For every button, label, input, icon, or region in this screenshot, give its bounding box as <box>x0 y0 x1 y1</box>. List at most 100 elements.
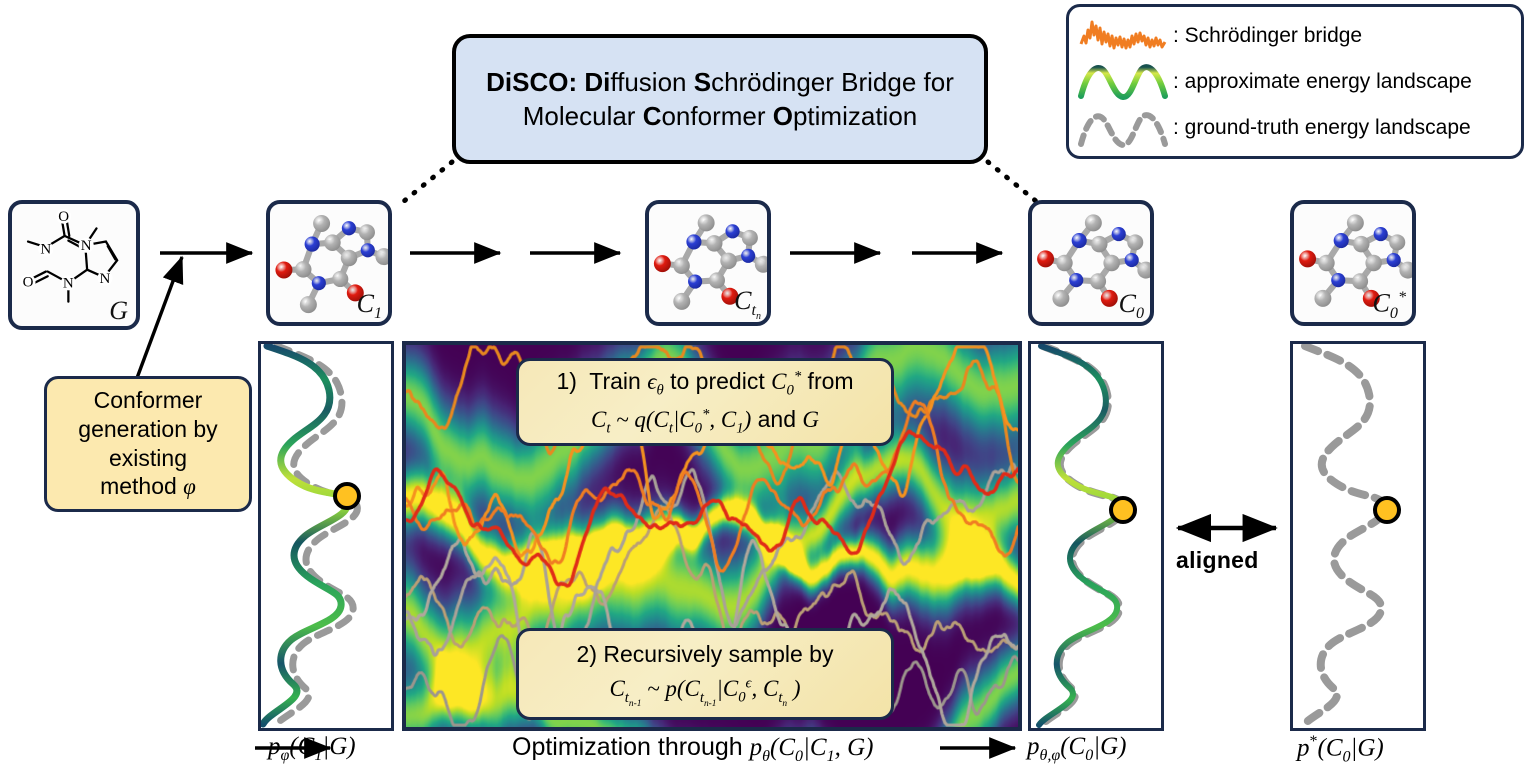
atom-n <box>725 224 740 239</box>
atom-n <box>341 221 356 236</box>
landscape-phi-svg <box>261 344 361 728</box>
atom-o <box>721 287 739 305</box>
atom-o <box>653 255 671 273</box>
step-2-callout: 2) Recursively sample by Ctn-1 ~ p(Ctn-1… <box>516 628 894 720</box>
atom-n <box>1373 227 1388 242</box>
callout-line-2: generation by <box>78 415 218 442</box>
atom-o <box>1362 289 1380 307</box>
step-1-text: 1) Train ϵθ to predict C0* from Ct ~ q(C… <box>556 368 854 437</box>
conformer-generation-callout: Conformer generation by existing method … <box>44 376 252 512</box>
atom-c <box>299 296 317 314</box>
caption-p-star: p*(C0|G) <box>1297 733 1384 766</box>
conformer-ctn-box: Ctn <box>645 200 771 326</box>
landscape-star-svg <box>1299 344 1401 728</box>
legend-item-approx: : approximate energy landscape <box>1078 59 1511 105</box>
atom-c <box>1090 273 1107 290</box>
atom-c <box>1318 254 1335 272</box>
gray-dashed-wave-icon <box>1078 112 1168 148</box>
step-2-label: Recursively sample by <box>603 640 834 667</box>
atom-c <box>720 252 737 270</box>
atom-o <box>1299 250 1317 268</box>
atom-o <box>1037 250 1055 268</box>
atom-c <box>673 292 691 310</box>
caffeine-3d-conformer-icon <box>653 214 767 310</box>
approximate-curve <box>1036 344 1125 728</box>
graph-box: O O N N N N G <box>8 200 140 330</box>
caffeine-3d-conformer-icon <box>1037 214 1150 307</box>
atom-c <box>340 249 358 267</box>
atom-o <box>275 261 293 279</box>
atom-c <box>1365 254 1382 272</box>
atom-c <box>375 248 388 266</box>
caption-p-theta-phi: pθ,φ(C0|G) <box>1027 733 1127 764</box>
conformer-c0-box: C0 <box>1028 200 1154 326</box>
atom-n <box>1331 273 1346 288</box>
atom-n <box>360 243 375 258</box>
atom-c <box>1399 261 1412 279</box>
arrow-callout-to-flow <box>135 255 184 379</box>
atom-c <box>1052 289 1070 307</box>
legend-item-groundtruth: : ground-truth energy landscape <box>1078 105 1511 151</box>
caffeine-2d-structure-icon: O O N N N N <box>20 208 119 303</box>
ground-truth-curve <box>271 344 361 728</box>
atom-n <box>741 248 756 263</box>
atom-o <box>346 284 364 302</box>
landscape-panel-theta-phi <box>1028 341 1164 731</box>
conformer-marker-c0 <box>1109 496 1137 524</box>
landscape-theta-svg <box>1036 344 1137 728</box>
atom-c <box>1091 235 1108 253</box>
svg-text:N: N <box>100 271 111 287</box>
atom-c <box>324 234 341 251</box>
atom-c <box>1346 214 1364 232</box>
legend-label-bridge: : Schrödinger bridge <box>1173 24 1363 47</box>
step-2-number: 2) <box>576 640 597 667</box>
atom-c <box>332 271 349 288</box>
orange-jagged-line-icon <box>1079 20 1167 50</box>
step-1-pre: Train <box>589 368 648 395</box>
ground-truth-curve <box>1299 344 1390 728</box>
legend-label-groundtruth: : ground-truth energy landscape <box>1173 116 1471 139</box>
atom-c <box>1352 273 1369 290</box>
legend-item-bridge: : Schrödinger bridge <box>1079 13 1511 59</box>
atom-c <box>1127 234 1144 251</box>
conformer-generation-text: Conformer generation by existing method … <box>78 386 217 502</box>
conformer-marker-c1 <box>333 482 361 510</box>
legend-label-approx: : approximate energy landscape <box>1173 70 1472 93</box>
caption-p-phi: pφ(C1|G) <box>268 733 356 764</box>
atom-c <box>1314 289 1332 307</box>
atom-c <box>741 229 758 246</box>
atom-o <box>1100 289 1118 307</box>
atom-c <box>1389 234 1406 251</box>
green-wave-line-icon <box>1078 64 1168 100</box>
callout-line-4: method <box>100 473 184 500</box>
conformer-c0star-box: C0* <box>1290 200 1416 326</box>
step-1-and: and <box>757 406 796 432</box>
atom-c <box>1056 254 1073 272</box>
step-1-number: 1) <box>556 368 577 395</box>
atom-n <box>1069 273 1084 288</box>
svg-text:N: N <box>63 276 74 292</box>
step-1-post: from <box>801 368 854 395</box>
atom-c <box>697 214 715 232</box>
atom-n <box>688 274 703 289</box>
approximate-curve <box>261 344 351 728</box>
title-banner: DiSCO: Diffusion Schrödinger Bridge for … <box>452 34 988 164</box>
atom-c <box>358 224 375 241</box>
atom-n <box>304 236 320 252</box>
step-1-mid: to predict <box>663 368 772 395</box>
svg-text:N: N <box>40 242 51 258</box>
atom-c <box>1103 254 1120 272</box>
step-2-formula: Ctn-1 ~ p(Ctn-1|C0ϵ, Ctn ) <box>609 675 801 709</box>
caption-optimization: Optimization through pθ(C0|C1, G) <box>512 733 873 766</box>
caption-optimization-math: pθ(C0|C1, G) <box>749 734 874 765</box>
legend-box: : Schrödinger bridge : approximate energ… <box>1066 4 1524 159</box>
atom-c <box>294 261 312 278</box>
atom-n <box>1111 227 1126 242</box>
atom-n <box>311 276 326 291</box>
aligned-label: aligned <box>1176 547 1259 573</box>
atom-c <box>708 272 725 289</box>
atom-n <box>1124 252 1139 268</box>
step-1-callout: 1) Train ϵθ to predict C0* from Ct ~ q(C… <box>516 358 894 446</box>
atom-c <box>1084 214 1102 232</box>
